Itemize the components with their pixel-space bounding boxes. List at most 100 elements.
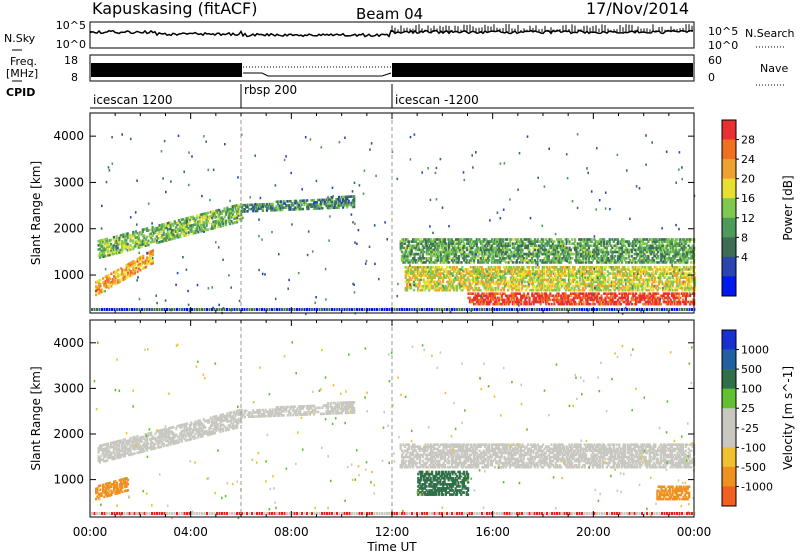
data-cell	[145, 238, 147, 241]
data-cell	[353, 195, 355, 198]
freq-right-tick-top: 60	[708, 54, 722, 67]
data-cell	[527, 292, 529, 295]
data-cell	[201, 228, 203, 231]
data-cell	[541, 292, 543, 295]
data-cell	[207, 228, 209, 231]
noise-left-tick-bottom: 10^0	[56, 38, 86, 51]
noise-right-label: N.Search	[745, 27, 795, 40]
data-cell	[102, 277, 104, 280]
data-cell	[147, 244, 149, 247]
data-cell	[211, 217, 213, 220]
data-cell	[617, 238, 619, 241]
data-cell	[163, 223, 165, 226]
data-cell	[461, 261, 463, 264]
data-cell	[657, 292, 659, 295]
data-cell	[118, 237, 120, 240]
data-cell	[229, 223, 231, 226]
data-cell	[660, 303, 662, 306]
data-cell	[116, 235, 118, 238]
data-cell	[574, 266, 576, 269]
data-cell	[551, 303, 553, 306]
data-cell	[152, 234, 154, 237]
freq-block-left	[91, 63, 242, 77]
data-cell	[137, 270, 139, 273]
data-cell	[535, 266, 537, 269]
data-cell	[600, 295, 602, 298]
data-cell	[207, 212, 209, 215]
data-cell	[488, 259, 490, 262]
data-cell	[669, 276, 671, 279]
data-cell	[123, 233, 125, 236]
data-cell	[408, 240, 410, 243]
data-cell	[608, 276, 610, 279]
data-cell	[458, 255, 460, 258]
data-cell	[568, 240, 570, 243]
data-cell	[609, 238, 611, 241]
data-cell	[490, 285, 492, 288]
data-cell	[523, 292, 525, 295]
data-cell	[576, 276, 578, 279]
data-cell	[574, 238, 576, 241]
data-cell	[423, 257, 425, 260]
data-cell	[534, 249, 536, 252]
data-cell	[179, 233, 181, 236]
data-cell	[542, 238, 544, 241]
freq-block-right	[392, 63, 693, 77]
data-cell	[566, 247, 568, 250]
data-cell	[146, 236, 148, 239]
data-cell	[119, 278, 121, 281]
data-cell	[601, 266, 603, 269]
cpid-segment-label: icescan 1200	[93, 93, 172, 107]
data-cell	[110, 273, 112, 276]
data-cell	[108, 274, 110, 277]
data-cell	[135, 267, 137, 270]
data-cell	[129, 248, 131, 251]
data-cell	[482, 268, 484, 271]
data-cell	[618, 292, 620, 295]
data-cell	[618, 266, 620, 269]
data-cell	[479, 289, 481, 292]
data-cell	[321, 207, 323, 210]
date-title: 17/Nov/2014	[586, 0, 689, 18]
data-cell	[626, 272, 628, 275]
freq-left-tick-bottom: 8	[71, 71, 78, 84]
data-cell	[102, 290, 104, 293]
cpid-segment-label: icescan -1200	[395, 93, 479, 107]
data-cell	[543, 266, 545, 269]
data-cell	[639, 289, 641, 292]
data-cell	[614, 255, 616, 258]
data-cell	[498, 297, 500, 300]
data-cell	[502, 238, 504, 241]
data-cell	[225, 220, 227, 223]
data-cell	[224, 216, 226, 219]
data-cell	[575, 289, 577, 292]
freq-left-label-2: [MHz]	[6, 67, 38, 80]
data-cell	[553, 240, 555, 243]
data-cell	[524, 281, 526, 284]
noise-left-label: N.Sky	[4, 32, 36, 45]
data-cell	[504, 276, 506, 279]
nave-right-label: Nave	[760, 62, 788, 75]
data-cell	[138, 234, 140, 237]
cpid-label: CPID	[6, 86, 35, 99]
data-cell	[582, 301, 584, 304]
cpid-segment-label: rbsp 200	[244, 83, 297, 97]
beam-title: Beam 04	[356, 5, 423, 23]
data-cell	[635, 292, 637, 295]
data-cell	[625, 257, 627, 260]
data-cell	[302, 208, 304, 211]
data-cell	[143, 234, 145, 237]
data-cell	[472, 251, 474, 254]
data-cell	[622, 281, 624, 284]
data-cell	[521, 249, 523, 252]
cpid-segments: icescan 1200 rbsp 200 icescan -1200	[93, 83, 479, 108]
data-cell	[99, 283, 101, 286]
data-cell	[272, 203, 274, 206]
data-cell	[607, 251, 609, 254]
data-cell	[152, 260, 154, 263]
data-cell	[634, 266, 636, 269]
data-cell	[570, 249, 572, 252]
data-cell	[127, 243, 129, 246]
data-cell	[472, 292, 474, 295]
